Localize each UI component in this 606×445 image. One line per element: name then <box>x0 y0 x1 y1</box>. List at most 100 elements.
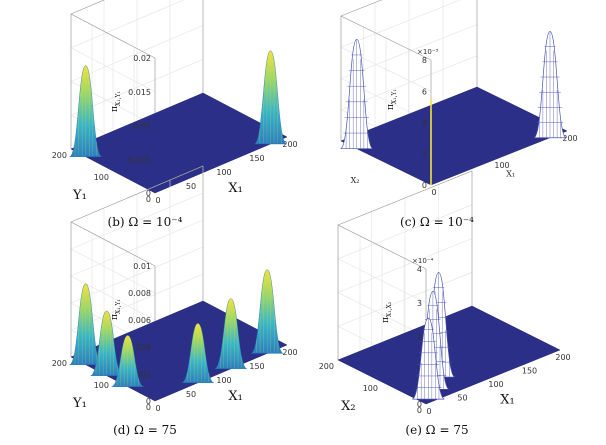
panel-c-y-axis-label: X₂ <box>351 176 360 185</box>
panel-e-z-multiplier: ×10⁻⁴ <box>412 257 433 265</box>
panel-e-z-tick-label: 4 <box>417 265 422 274</box>
panel-c-x-axis-label: X₁ <box>506 170 515 179</box>
panel-c-x-tick-label: 100 <box>494 161 509 170</box>
panel-c-z-tick-label: 2 <box>422 150 427 159</box>
panel-d-x-axis-label: X₁ <box>228 389 242 404</box>
panel-d-peak-3 <box>181 323 215 383</box>
panel-c-mesh-chart: 0 2 4 6 8×10⁻³ 0 100 200 X₁ X₂ πX₁,Y₁ <box>340 0 578 197</box>
panel-e-y-tick-label: 200 <box>319 362 334 371</box>
panel-e-z-label-subscript: X₁,X₂ <box>386 301 393 317</box>
caption-e: (e) Ω = 75 <box>405 423 468 437</box>
caption-b: (b) Ω = 10⁻⁴ <box>108 215 183 229</box>
panel-c-z-label-symbol: π <box>386 104 396 110</box>
panel-d-surface-chart: 00.0020.0040.0060.0080.01050100150200200… <box>52 165 298 413</box>
panel-e-x-tick-label: 150 <box>522 367 537 376</box>
panel-d-x-tick-label: 50 <box>186 390 196 399</box>
panel-d-z-label-symbol: π <box>110 314 120 320</box>
panel-c-z-tick-label: 4 <box>422 119 427 128</box>
panel-d-z-label-subscript: X₁,Y₁ <box>115 299 122 314</box>
panel-d-z-axis-label: πX₁,Y₁ <box>110 299 122 320</box>
panel-d-peak-2 <box>111 335 144 387</box>
panel-b-z-axis-label: πX₁,Y₁ <box>110 91 122 112</box>
panel-d-z-ticks: 0 0.002 0.004 0.006 0.008 0.01 <box>128 262 151 406</box>
panel-e-z-tick-label: 2 <box>417 333 422 342</box>
panel-d-z-tick-label: 0.01 <box>133 262 151 271</box>
panel-b-x-tick-label: 50 <box>186 182 196 191</box>
panel-d-peak-1 <box>90 310 123 376</box>
panel-c-peak-0 <box>340 38 374 150</box>
panel-b-y-axis-label: Y₁ <box>72 188 87 203</box>
panel-d-x-tick-label: 0 <box>155 404 160 413</box>
panel-e-x-tick-label: 50 <box>457 394 467 403</box>
panel-e-x-axis-label: X₁ <box>500 393 514 408</box>
panel-e-y-tick-label: 0 <box>417 406 422 415</box>
panel-c-x-tick-label: 200 <box>562 134 577 143</box>
panel-d-x-tick-label: 150 <box>249 362 264 371</box>
panel-b-x-tick-label: 100 <box>216 168 231 177</box>
panel-d-z-tick-label: 0.002 <box>128 370 151 379</box>
panel-b-z-tick-label: 0.01 <box>133 122 151 131</box>
panel-d-peak-4 <box>214 298 248 369</box>
panel-b-z-tick-label: 0.015 <box>128 88 151 97</box>
panel-d-peak-0 <box>69 283 102 365</box>
panel-e-y-axis-label: X₂ <box>341 399 355 414</box>
panel-e-x-tick-label: 0 <box>426 407 431 416</box>
panel-e-y-ticks: 200 100 0 <box>319 362 422 415</box>
panel-b-y-ticks: 200 100 0 <box>52 151 151 204</box>
panel-d-x-ticks: 0 50 100 150 200 <box>155 348 297 413</box>
panel-b-x-axis-label: X₁ <box>228 181 242 196</box>
panel-b-y-tick-label: 200 <box>52 151 67 160</box>
panel-d-x-tick-label: 200 <box>282 348 297 357</box>
panel-e-x-tick-label: 100 <box>488 380 503 389</box>
panel-b-z-tick-label: 0 <box>146 189 151 198</box>
panel-b-surface-chart: 0 0.005 0.01 0.015 0.02 0 50 100 150 200 200 100 0 X₁… <box>52 0 298 205</box>
panel-d-z-tick-label: 0 <box>146 397 151 406</box>
panel-d-y-ticks: 200 100 0 <box>52 359 151 412</box>
panel-b-z-tick-label: 0.02 <box>133 54 151 63</box>
panel-b-peak-0 <box>69 65 102 157</box>
panel-c-x-ticks: 0 100 200 <box>431 134 577 197</box>
panel-c-z-axis-label: πX₁,Y₁ <box>386 89 398 110</box>
panel-e-y-tick-label: 100 <box>363 384 378 393</box>
panel-c-z-multiplier: ×10⁻³ <box>417 48 438 56</box>
panel-d-y-tick-label: 100 <box>94 381 109 390</box>
panel-d-x-tick-label: 100 <box>216 376 231 385</box>
panel-d-peak-5 <box>251 269 284 354</box>
panel-c-z-tick-label: 0 <box>422 181 427 190</box>
panel-d-y-axis-label: Y₁ <box>72 396 87 411</box>
panel-d-z-tick-label: 0.006 <box>128 316 151 325</box>
panel-b-x-ticks: 0 50 100 150 200 <box>155 140 297 205</box>
panel-e-peak-0 <box>412 317 445 400</box>
panel-d-y-tick-label: 200 <box>52 359 67 368</box>
panel-c-z-tick-label: 6 <box>422 87 427 96</box>
panel-b-z-ticks: 0 0.005 0.01 0.015 0.02 <box>128 54 151 198</box>
panel-c-peak-1 <box>533 31 567 139</box>
panel-e-z-axis-label: πX₁,X₂ <box>381 301 393 323</box>
panel-c-z-ticks: 0 2 4 6 8 <box>422 56 427 190</box>
panel-b-y-tick-label: 100 <box>94 173 109 182</box>
panel-d-y-tick-label: 0 <box>146 403 151 412</box>
panel-e-x-ticks: 0 50 100 150 200 <box>426 353 570 416</box>
panel-c-x-tick-label: 0 <box>431 188 436 197</box>
panel-b-y-tick-label: 0 <box>146 195 151 204</box>
caption-d: (d) Ω = 75 <box>113 423 177 437</box>
panel-c-floor <box>340 86 568 186</box>
panel-d-z-tick-label: 0.008 <box>128 289 151 298</box>
panel-b-z-label-symbol: π <box>110 106 120 112</box>
panel-b-x-tick-label: 200 <box>282 140 297 149</box>
panel-c-z-tick-label: 8 <box>422 56 427 65</box>
panel-e-z-tick-label: 3 <box>417 299 422 308</box>
panel-b-floor <box>70 92 288 194</box>
caption-c: (c) Ω = 10⁻⁴ <box>400 215 474 229</box>
panel-d-z-tick-label: 0.004 <box>128 343 151 352</box>
panel-e-z-tick-label: 0 <box>417 400 422 409</box>
panel-b-z-label-subscript: X₁,Y₁ <box>115 91 122 106</box>
panel-b-x-tick-label: 0 <box>155 196 160 205</box>
panel-b-x-tick-label: 150 <box>249 154 264 163</box>
panel-c-z-label-subscript: X₁,Y₁ <box>391 89 398 104</box>
panel-b-z-tick-label: 0.005 <box>128 155 151 164</box>
panel-e-x-tick-label: 200 <box>555 353 570 362</box>
panel-b-peak-1 <box>254 50 287 145</box>
